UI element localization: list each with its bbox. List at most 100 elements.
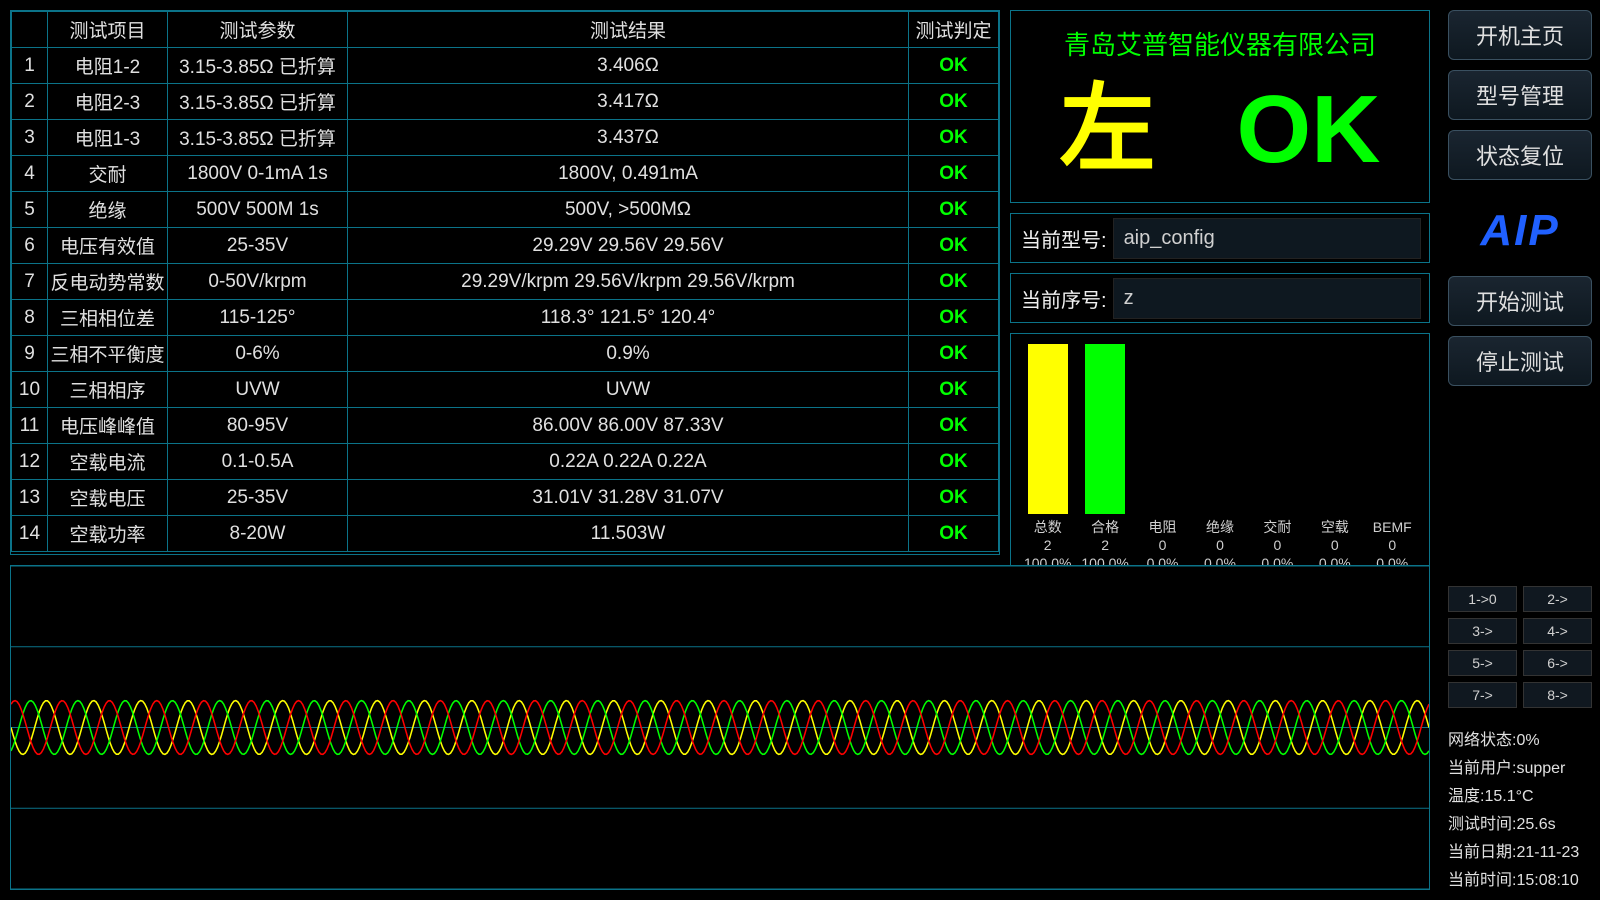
model-field: 当前型号: aip_config (1010, 213, 1430, 263)
bar-总数 (1023, 344, 1073, 514)
cell-idx: 1 (12, 48, 48, 84)
table-row[interactable]: 12空载电流0.1-0.5A0.22A 0.22A 0.22AOK (12, 444, 999, 480)
table-row[interactable]: 3电阻1-33.15-3.85Ω 已折算3.437ΩOK (12, 120, 999, 156)
model-select[interactable]: aip_config (1113, 218, 1421, 259)
cell-result: 31.01V 31.28V 31.07V (348, 480, 909, 516)
cell-param: UVW (168, 372, 348, 408)
stats-bar-chart: 总数2100.0%合格2100.0%电阻00.0%绝缘00.0%交耐00.0%空… (1010, 333, 1430, 578)
nav-button[interactable]: 6-> (1523, 650, 1592, 676)
status-panel: 青岛艾普智能仪器有限公司 左 OK (1010, 10, 1430, 203)
cell-result: 3.417Ω (348, 84, 909, 120)
stop-button[interactable]: 停止测试 (1448, 336, 1592, 386)
cell-judge: OK (909, 408, 999, 444)
nav-button[interactable]: 3-> (1448, 618, 1517, 644)
cell-param: 1800V 0-1mA 1s (168, 156, 348, 192)
bar-rect (1085, 344, 1125, 514)
info-line: 温度:15.1°C (1448, 782, 1592, 806)
cell-item: 空载电流 (48, 444, 168, 480)
cell-result: 11.503W (348, 516, 909, 552)
cell-item: 电压有效值 (48, 228, 168, 264)
nav-button[interactable]: 4-> (1523, 618, 1592, 644)
company-name: 青岛艾普智能仪器有限公司 (1019, 19, 1421, 72)
info-line: 当前时间:15:08:10 (1448, 866, 1592, 890)
cell-item: 空载电压 (48, 480, 168, 516)
nav-button[interactable]: 5-> (1448, 650, 1517, 676)
cell-item: 空载功率 (48, 516, 168, 552)
table-row[interactable]: 10三相相序UVWUVWOK (12, 372, 999, 408)
model-label: 当前型号: (1011, 224, 1113, 253)
cell-judge: OK (909, 300, 999, 336)
cell-idx: 7 (12, 264, 48, 300)
table-row[interactable]: 14空载功率8-20W11.503WOK (12, 516, 999, 552)
info-line: 当前用户:supper (1448, 754, 1592, 778)
results-table: 测试项目 测试参数 测试结果 测试判定 1电阻1-23.15-3.85Ω 已折算… (11, 11, 999, 552)
sidebar: 开机主页型号管理状态复位 AIP 开始测试停止测试 1->02->3->4->5… (1440, 0, 1600, 900)
cell-idx: 13 (12, 480, 48, 516)
cell-judge: OK (909, 444, 999, 480)
table-row[interactable]: 9三相不平衡度0-6%0.9%OK (12, 336, 999, 372)
cell-param: 0-6% (168, 336, 348, 372)
cell-param: 25-35V (168, 480, 348, 516)
table-row[interactable]: 5绝缘500V 500M 1s500V, >500MΩOK (12, 192, 999, 228)
table-row[interactable]: 11电压峰峰值80-95V86.00V 86.00V 87.33VOK (12, 408, 999, 444)
cell-param: 115-125° (168, 300, 348, 336)
nav-button[interactable]: 8-> (1523, 682, 1592, 708)
info-line: 当前日期:21-11-23 (1448, 838, 1592, 862)
serial-field: 当前序号: z (1010, 273, 1430, 323)
table-row[interactable]: 7反电动势常数0-50V/krpm29.29V/krpm 29.56V/krpm… (12, 264, 999, 300)
cell-item: 电压峰峰值 (48, 408, 168, 444)
cell-result: 3.437Ω (348, 120, 909, 156)
table-row[interactable]: 4交耐1800V 0-1mA 1s1800V, 0.491mAOK (12, 156, 999, 192)
bar-合格 (1080, 344, 1130, 514)
serial-input[interactable]: z (1113, 278, 1421, 319)
cell-judge: OK (909, 120, 999, 156)
cell-param: 0-50V/krpm (168, 264, 348, 300)
waveform-panel (10, 565, 1430, 890)
start-button[interactable]: 开始测试 (1448, 276, 1592, 326)
cell-idx: 10 (12, 372, 48, 408)
cell-judge: OK (909, 84, 999, 120)
cell-item: 电阻1-2 (48, 48, 168, 84)
results-table-panel: 测试项目 测试参数 测试结果 测试判定 1电阻1-23.15-3.85Ω 已折算… (10, 10, 1000, 555)
table-row[interactable]: 8三相相位差115-125°118.3° 121.5° 120.4°OK (12, 300, 999, 336)
cell-judge: OK (909, 192, 999, 228)
nav-button[interactable]: 1->0 (1448, 586, 1517, 612)
cell-idx: 12 (12, 444, 48, 480)
cell-param: 0.1-0.5A (168, 444, 348, 480)
cell-param: 3.15-3.85Ω 已折算 (168, 48, 348, 84)
header-idx (12, 12, 48, 48)
cell-item: 三相相位差 (48, 300, 168, 336)
cell-result: 118.3° 121.5° 120.4° (348, 300, 909, 336)
cell-idx: 2 (12, 84, 48, 120)
nav-button[interactable]: 7-> (1448, 682, 1517, 708)
table-header-row: 测试项目 测试参数 测试结果 测试判定 (12, 12, 999, 48)
header-param: 测试参数 (168, 12, 348, 48)
cell-item: 电阻2-3 (48, 84, 168, 120)
app-root: 测试项目 测试参数 测试结果 测试判定 1电阻1-23.15-3.85Ω 已折算… (0, 0, 1600, 900)
cell-param: 3.15-3.85Ω 已折算 (168, 84, 348, 120)
header-judge: 测试判定 (909, 12, 999, 48)
cell-result: 29.29V 29.56V 29.56V (348, 228, 909, 264)
cell-idx: 5 (12, 192, 48, 228)
side-indicator: 左 (1060, 82, 1156, 178)
logo: AIP (1448, 206, 1592, 256)
cell-result: 86.00V 86.00V 87.33V (348, 408, 909, 444)
cell-item: 反电动势常数 (48, 264, 168, 300)
model-button[interactable]: 型号管理 (1448, 70, 1592, 120)
nav-button[interactable]: 2-> (1523, 586, 1592, 612)
cell-idx: 14 (12, 516, 48, 552)
cell-item: 交耐 (48, 156, 168, 192)
cell-idx: 4 (12, 156, 48, 192)
cell-item: 三相不平衡度 (48, 336, 168, 372)
cell-param: 25-35V (168, 228, 348, 264)
serial-label: 当前序号: (1011, 284, 1113, 313)
cell-judge: OK (909, 480, 999, 516)
table-row[interactable]: 13空载电压25-35V31.01V 31.28V 31.07VOK (12, 480, 999, 516)
cell-item: 三相相序 (48, 372, 168, 408)
home-button[interactable]: 开机主页 (1448, 10, 1592, 60)
table-row[interactable]: 6电压有效值25-35V29.29V 29.56V 29.56VOK (12, 228, 999, 264)
table-row[interactable]: 1电阻1-23.15-3.85Ω 已折算3.406ΩOK (12, 48, 999, 84)
reset-button[interactable]: 状态复位 (1448, 130, 1592, 180)
table-row[interactable]: 2电阻2-33.15-3.85Ω 已折算3.417ΩOK (12, 84, 999, 120)
cell-item: 绝缘 (48, 192, 168, 228)
